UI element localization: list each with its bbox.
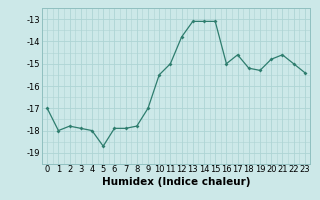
- X-axis label: Humidex (Indice chaleur): Humidex (Indice chaleur): [102, 177, 250, 187]
